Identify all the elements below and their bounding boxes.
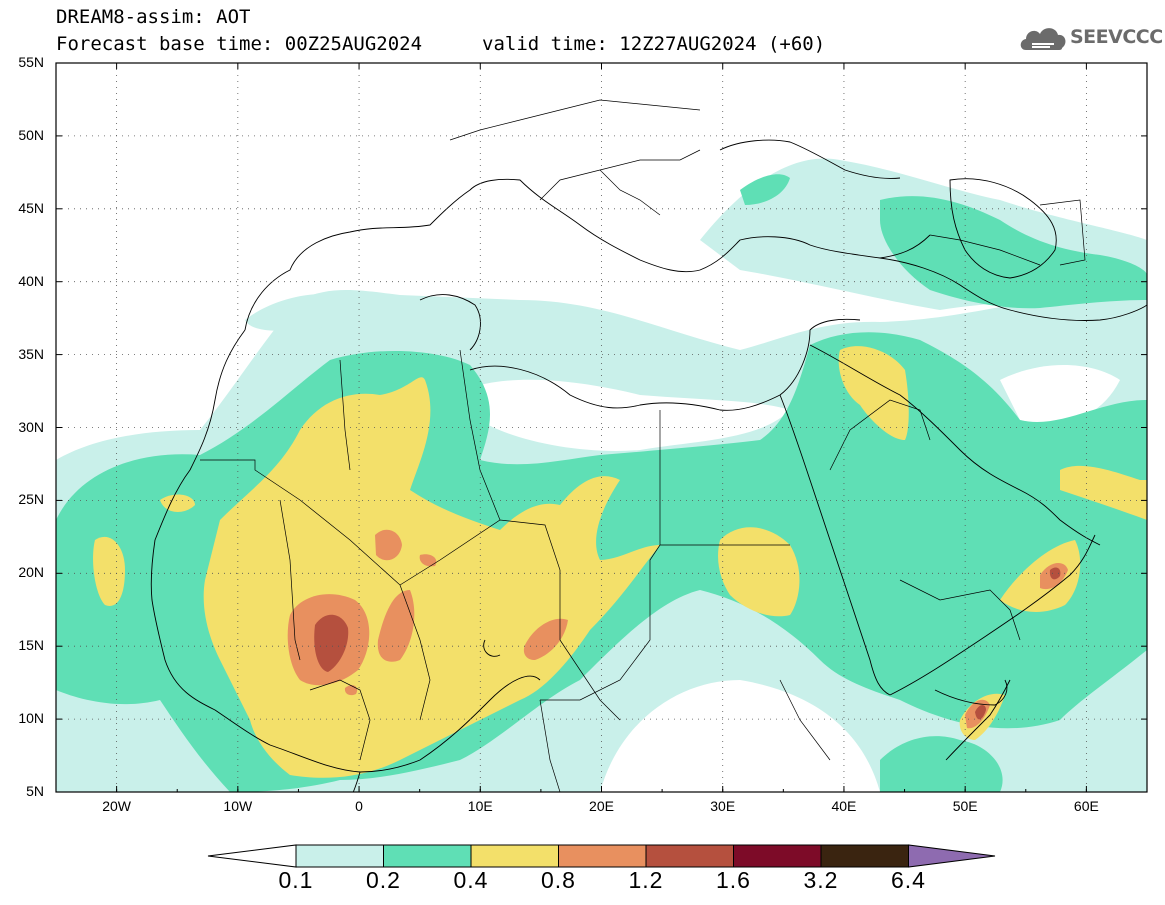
lat-label: 10N <box>18 710 44 727</box>
map-title: DREAM8-assim: AOT <box>56 6 251 28</box>
colorbar-swatch <box>470 844 559 868</box>
colorbar-label: 1.6 <box>716 867 751 893</box>
lat-label: 30N <box>18 418 44 435</box>
forecast-base-time: Forecast base time: 00Z25AUG2024 <box>56 33 423 55</box>
colorbar-swatch <box>820 844 909 868</box>
lat-label: 55N <box>18 54 44 70</box>
lon-label: 20W <box>102 798 131 814</box>
axis-ticks <box>55 62 1148 793</box>
lon-label: 50E <box>952 798 978 814</box>
lat-label: 50N <box>18 126 44 143</box>
aot-level-1.2 <box>314 567 1061 720</box>
colorbar-swatch <box>383 844 472 868</box>
logo-text: SEEVCCC <box>1070 26 1163 48</box>
colorbar <box>207 844 996 868</box>
lat-label: 5N <box>26 783 44 799</box>
colorbar-swatch <box>558 844 647 868</box>
lat-label: 45N <box>18 199 44 216</box>
lat-label: 15N <box>18 637 44 654</box>
lat-label: 25N <box>18 491 44 508</box>
valid-time: valid time: 12Z27AUG2024 (+60) <box>482 33 826 55</box>
colorbar-label: 0.4 <box>453 867 489 893</box>
lon-label: 10W <box>223 798 253 814</box>
lon-label: 0 <box>355 798 363 814</box>
colorbar-label: 0.2 <box>366 867 401 893</box>
seevccc-logo: SEEVCCC <box>1018 22 1163 56</box>
cloud-icon <box>1020 28 1066 50</box>
lon-label: 40E <box>831 798 857 814</box>
lon-label: 60E <box>1073 798 1099 814</box>
colorbar-under-triangle <box>207 844 297 868</box>
colorbar-swatch <box>295 844 384 868</box>
colorbar-label: 0.1 <box>278 867 314 893</box>
colorbar-label: 1.2 <box>628 867 664 893</box>
lon-label: 10E <box>467 798 493 814</box>
aot-below-0.1 <box>480 365 1120 792</box>
lon-label: 30E <box>710 798 736 814</box>
lat-label: 40N <box>18 272 44 289</box>
country-borders <box>200 99 1086 792</box>
coastlines <box>150 139 1147 792</box>
lon-label: 20E <box>589 798 614 814</box>
colorbar-over-triangle <box>908 844 996 868</box>
colorbar-label: 3.2 <box>803 867 839 893</box>
colorbar-label: 0.8 <box>541 867 576 893</box>
lat-label: 35N <box>18 345 44 362</box>
colorbar-swatch <box>645 844 734 868</box>
colorbar-swatch <box>733 844 822 868</box>
lat-label: 20N <box>18 564 44 581</box>
aot-field <box>56 158 1147 792</box>
colorbar-label: 6.4 <box>891 867 926 893</box>
